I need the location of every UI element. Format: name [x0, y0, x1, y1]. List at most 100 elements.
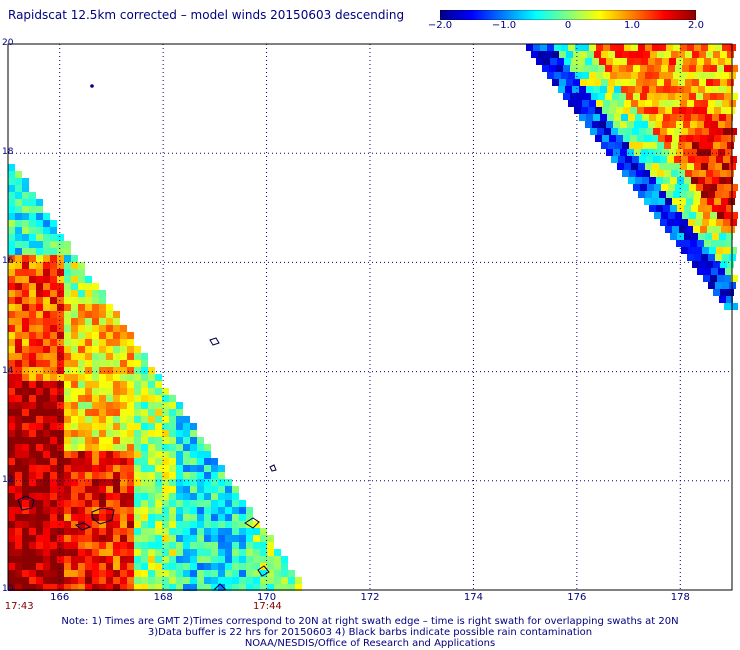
swath-cell — [689, 184, 696, 191]
swath-cell — [64, 241, 71, 248]
swath-cell — [36, 570, 43, 577]
swath-cell — [127, 556, 134, 563]
swath-cell — [640, 65, 647, 72]
swath-cell — [661, 184, 668, 191]
swath-cell — [78, 542, 85, 549]
swath-cell — [727, 142, 734, 149]
swath-cell — [78, 472, 85, 479]
swath-cell — [613, 58, 620, 65]
swath-cell — [113, 542, 120, 549]
swath-cell — [708, 72, 715, 79]
swath-cell — [721, 107, 728, 114]
swath-cell — [148, 521, 155, 528]
swath-cell — [711, 58, 718, 65]
swath-cell — [197, 437, 204, 444]
swath-cell — [106, 402, 113, 409]
swath-cell — [664, 79, 671, 86]
swath-cell — [689, 65, 696, 72]
swath-cell — [8, 423, 15, 430]
swath-cell — [15, 339, 22, 346]
swath-cell — [718, 121, 725, 128]
swath-cell — [624, 163, 631, 170]
swath-cell — [155, 577, 162, 584]
latitude-tick-label: 16 — [2, 256, 14, 267]
swath-cell — [682, 65, 689, 72]
swath-cell — [8, 388, 15, 395]
swath-cell — [22, 192, 29, 199]
swath-cell — [85, 444, 92, 451]
swath-cell — [253, 570, 260, 577]
swath-cell — [57, 472, 64, 479]
swath-cell — [631, 100, 638, 107]
swath-cell — [36, 234, 43, 241]
colorbar-tick-label: 2.0 — [688, 20, 704, 31]
swath-cell — [71, 542, 78, 549]
swath-cell — [36, 213, 43, 220]
swath-cell — [685, 51, 692, 58]
swath-cell — [647, 184, 654, 191]
swath-cell — [587, 51, 594, 58]
swath-cell — [92, 346, 99, 353]
swath-cell — [155, 381, 162, 388]
swath-cell — [155, 416, 162, 423]
swath-cell — [134, 458, 141, 465]
swath-cell — [43, 444, 50, 451]
swath-cell — [120, 542, 127, 549]
swath-cell — [50, 353, 57, 360]
swath-cell — [654, 184, 661, 191]
swath-cell — [190, 570, 197, 577]
swath-cell — [92, 318, 99, 325]
swath-cell — [64, 311, 71, 318]
swath-cell — [15, 346, 22, 353]
swath-cell — [629, 142, 636, 149]
swath-cell — [85, 507, 92, 514]
swath-cell — [113, 535, 120, 542]
swath-cell — [43, 360, 50, 367]
swath-cell — [190, 542, 197, 549]
swath-cell — [92, 472, 99, 479]
swath-cell — [623, 135, 630, 142]
swath-cell — [127, 528, 134, 535]
swath-cell — [584, 93, 591, 100]
swath-cell — [22, 227, 29, 234]
swath-cell — [260, 528, 267, 535]
swath-cell — [713, 79, 720, 86]
swath-cell — [29, 388, 36, 395]
swath-cell — [695, 247, 702, 254]
swath-cell — [141, 353, 148, 360]
swath-cell — [635, 177, 642, 184]
swath-cell — [8, 542, 15, 549]
swath-cell — [672, 226, 679, 233]
swath-cell — [694, 44, 701, 51]
swath-cell — [8, 367, 15, 374]
swath-cell — [727, 261, 734, 268]
swath-cell — [176, 479, 183, 486]
swath-cell — [85, 318, 92, 325]
swath-cell — [615, 51, 622, 58]
swath-cell — [141, 458, 148, 465]
swath-cell — [169, 500, 176, 507]
swath-cell — [675, 184, 682, 191]
swath-cell — [120, 374, 127, 381]
swath-cell — [225, 521, 232, 528]
swath-cell — [15, 451, 22, 458]
swath-cell — [578, 58, 585, 65]
swath-cell — [626, 65, 633, 72]
swath-cell — [57, 395, 64, 402]
swath-cell — [71, 493, 78, 500]
swath-cell — [708, 163, 715, 170]
swath-cell — [43, 416, 50, 423]
swath-cell — [113, 521, 120, 528]
swath-cell — [64, 493, 71, 500]
swath-cell — [670, 177, 677, 184]
swath-cell — [50, 332, 57, 339]
swath-cell — [719, 233, 726, 240]
swath-cell — [597, 128, 604, 135]
swath-cell — [64, 563, 71, 570]
swath-cell — [678, 79, 685, 86]
swath-cell — [15, 437, 22, 444]
swath-cell — [211, 479, 218, 486]
swath-cell — [610, 100, 617, 107]
swath-cell — [693, 107, 700, 114]
swath-cell — [134, 493, 141, 500]
